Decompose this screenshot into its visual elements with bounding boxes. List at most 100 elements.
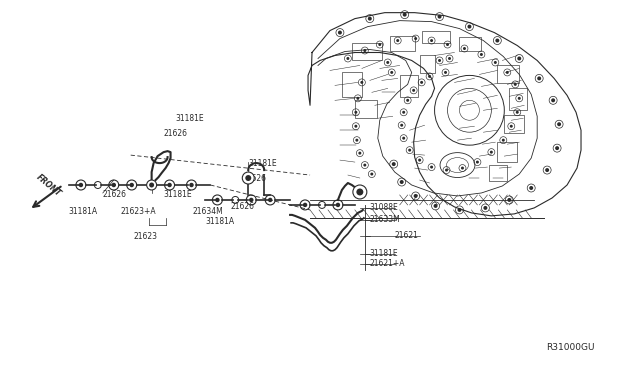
Circle shape — [400, 180, 404, 184]
Circle shape — [446, 43, 449, 46]
Circle shape — [215, 198, 220, 202]
Circle shape — [243, 172, 254, 184]
Text: 21633M: 21633M — [370, 215, 401, 224]
Circle shape — [355, 111, 357, 114]
Circle shape — [355, 125, 357, 128]
Text: 21634M: 21634M — [193, 208, 223, 217]
Circle shape — [529, 186, 533, 190]
Circle shape — [463, 47, 466, 50]
Circle shape — [490, 151, 493, 154]
Circle shape — [390, 71, 393, 74]
Circle shape — [517, 57, 521, 61]
Circle shape — [268, 198, 273, 202]
Circle shape — [364, 49, 366, 52]
Circle shape — [303, 203, 307, 207]
Text: R31000GU: R31000GU — [547, 343, 595, 352]
Circle shape — [167, 183, 172, 187]
Circle shape — [249, 198, 253, 202]
Circle shape — [518, 97, 521, 100]
Bar — [420, 55, 435, 73]
Circle shape — [356, 97, 359, 100]
Circle shape — [111, 183, 116, 187]
Circle shape — [412, 89, 415, 92]
Circle shape — [537, 76, 541, 80]
Circle shape — [402, 137, 405, 140]
Bar — [342, 73, 362, 97]
Circle shape — [514, 83, 516, 86]
Circle shape — [467, 25, 472, 29]
Text: 31181E: 31181E — [164, 190, 192, 199]
Circle shape — [189, 183, 194, 187]
Circle shape — [387, 61, 389, 64]
Circle shape — [438, 15, 442, 19]
Circle shape — [430, 166, 433, 169]
Circle shape — [129, 183, 134, 187]
Circle shape — [368, 17, 372, 20]
Bar — [352, 42, 382, 61]
Circle shape — [371, 173, 373, 176]
Circle shape — [414, 37, 417, 40]
Text: 31181E: 31181E — [370, 249, 399, 258]
Circle shape — [555, 146, 559, 150]
Text: 21623: 21623 — [134, 232, 157, 241]
Text: FRONT: FRONT — [35, 172, 63, 198]
Circle shape — [506, 71, 509, 74]
Bar — [400, 76, 418, 97]
Circle shape — [448, 57, 451, 60]
Circle shape — [406, 99, 409, 102]
Circle shape — [392, 162, 396, 166]
Bar — [355, 100, 377, 118]
Circle shape — [353, 185, 367, 199]
Text: 21626: 21626 — [243, 173, 266, 183]
Circle shape — [430, 39, 433, 42]
Circle shape — [551, 98, 555, 102]
Bar — [509, 89, 527, 110]
Circle shape — [79, 183, 83, 187]
Bar — [422, 31, 449, 42]
Circle shape — [495, 39, 499, 42]
Text: 21621+A: 21621+A — [370, 259, 405, 268]
Circle shape — [355, 139, 358, 142]
Circle shape — [408, 149, 411, 152]
Circle shape — [400, 124, 403, 127]
Circle shape — [338, 31, 342, 35]
Text: 21626: 21626 — [103, 190, 127, 199]
Circle shape — [557, 122, 561, 126]
Bar — [504, 115, 524, 133]
Circle shape — [480, 53, 483, 56]
Circle shape — [356, 189, 364, 195]
Circle shape — [396, 39, 399, 42]
Text: 31088E: 31088E — [370, 203, 399, 212]
Text: 21621: 21621 — [395, 231, 419, 240]
Circle shape — [502, 139, 505, 142]
Text: 31181E: 31181E — [175, 114, 204, 123]
Circle shape — [364, 164, 366, 167]
Circle shape — [508, 198, 511, 202]
Bar — [460, 36, 481, 51]
Circle shape — [245, 175, 252, 181]
Circle shape — [444, 71, 447, 74]
Circle shape — [413, 194, 418, 198]
Circle shape — [428, 75, 431, 78]
Circle shape — [149, 183, 154, 187]
Circle shape — [418, 158, 421, 161]
Bar — [497, 65, 519, 83]
Text: 21626: 21626 — [230, 202, 254, 211]
Circle shape — [494, 61, 497, 64]
Circle shape — [147, 180, 157, 190]
Circle shape — [438, 59, 441, 62]
Circle shape — [420, 81, 423, 84]
Circle shape — [445, 169, 448, 171]
Circle shape — [458, 208, 461, 212]
Circle shape — [346, 57, 349, 60]
Circle shape — [403, 13, 406, 17]
Text: 21626: 21626 — [164, 129, 188, 138]
Circle shape — [378, 43, 381, 46]
Circle shape — [402, 111, 405, 114]
Circle shape — [510, 125, 513, 128]
Text: 31181A: 31181A — [205, 217, 234, 227]
Circle shape — [476, 161, 479, 164]
Circle shape — [358, 152, 362, 155]
Bar — [390, 36, 415, 51]
Circle shape — [336, 203, 340, 207]
